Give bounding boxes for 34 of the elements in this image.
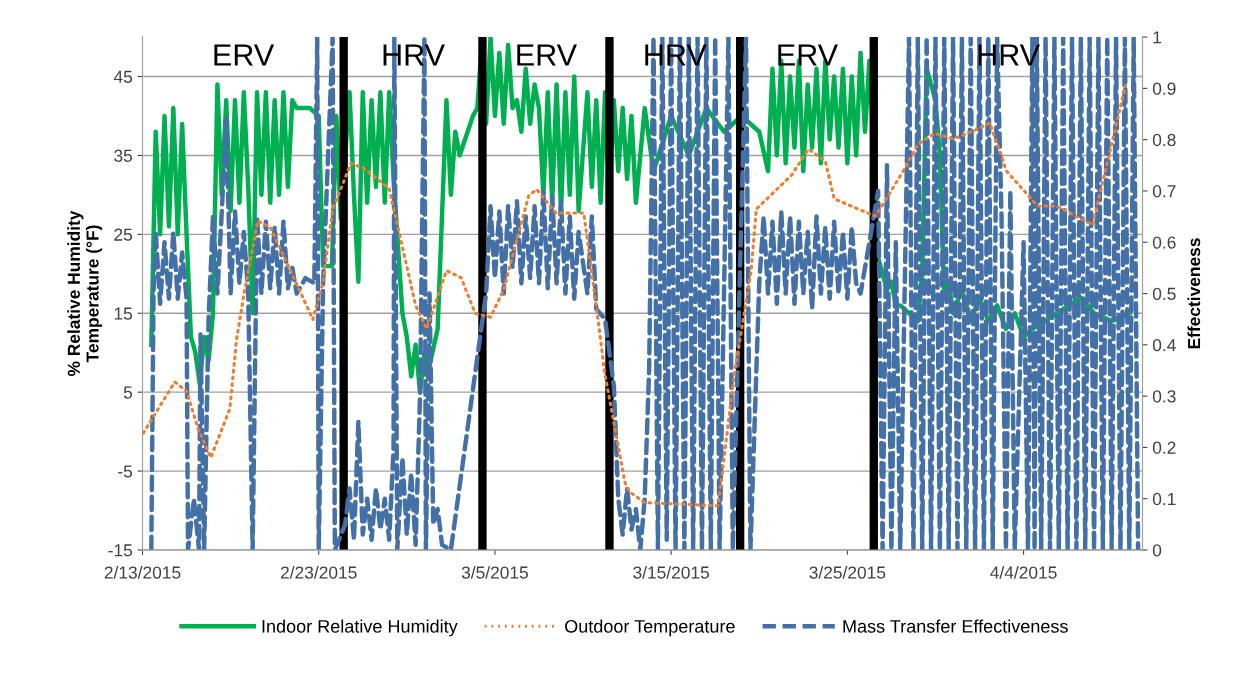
y-tick-label: 35 (114, 149, 133, 162)
legend-label: Indoor Relative Humidity (262, 619, 458, 637)
y-tick-label: 15 (114, 307, 133, 320)
y2-tick-label: 0.6 (1152, 236, 1176, 249)
legend-label: Outdoor Temperature (565, 619, 735, 637)
annotation: ERV (517, 44, 577, 66)
y2-tick-label: 0 (1152, 544, 1162, 557)
y-tick-label: 5 (123, 386, 133, 399)
annotation: HRV (645, 44, 707, 66)
annotation: ERV (214, 44, 275, 66)
y2-tick-label: 0.2 (1152, 441, 1176, 454)
y-axis-title: % Relative Humidity Temperature (°F) (67, 210, 103, 377)
y2-tick-label: 0.4 (1152, 338, 1176, 352)
x-tick-label: 2/13/2015 (104, 565, 181, 579)
annotation: ERV (778, 44, 838, 66)
y-tick-label: -15 (108, 544, 133, 557)
x-tick-label: 4/4/2015 (990, 565, 1057, 579)
line-series (142, 83, 1128, 508)
y2-tick-label: 0.7 (1152, 185, 1176, 198)
x-tick-label: 2/23/2015 (280, 565, 357, 579)
legend-label: Mass Transfer Effectiveness (843, 619, 1068, 633)
x-tick-label: 3/15/2015 (633, 565, 710, 579)
y2-tick-label: 0.8 (1152, 133, 1176, 147)
y-tick-label: 25 (114, 228, 133, 241)
y2-tick-label: 0.1 (1152, 492, 1176, 506)
y2-tick-label: 0.3 (1152, 390, 1176, 403)
y2-tick-label: 1 (1153, 31, 1162, 44)
y2-axis-title: Effectiveness (1187, 238, 1201, 349)
y-tick-label: -5 (118, 465, 133, 478)
y2-tick-label: 0.5 (1152, 287, 1176, 300)
x-tick-label: 3/5/2015 (461, 565, 528, 579)
y2-tick-label: 0.9 (1152, 82, 1176, 95)
x-tick-label: 3/25/2015 (809, 565, 886, 579)
y-tick-label: 45 (113, 70, 133, 83)
